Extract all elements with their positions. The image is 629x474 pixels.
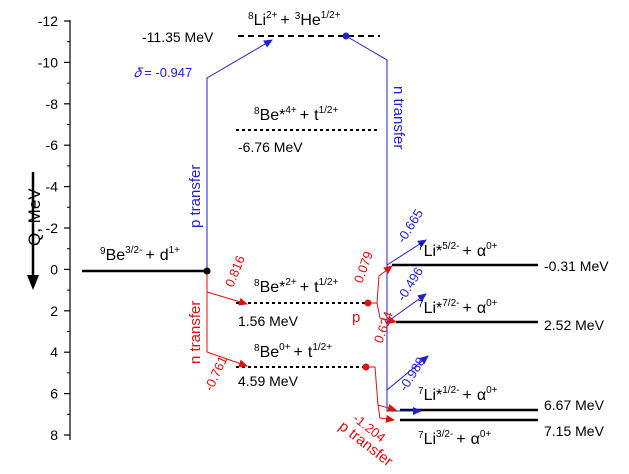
label-be8-ground: 8Be0+ + t1/2+ xyxy=(254,342,332,361)
node-be9-d xyxy=(203,267,211,275)
axis-label: Q, MeV xyxy=(25,188,44,246)
node-be8-ground xyxy=(362,363,370,371)
node-li8-he3 xyxy=(342,32,350,40)
axis-tick-label: 8 xyxy=(50,427,58,443)
axis-label-group: Q, MeV xyxy=(25,172,44,290)
axis-tick-label: -6 xyxy=(46,137,59,153)
label-be8-2plus: 8Be*2+ + t1/2+ xyxy=(254,277,338,296)
coef-0624: 0.624 xyxy=(371,309,396,345)
axis-tick-label: -2 xyxy=(46,220,59,236)
label-n-transfer-right: n transfer xyxy=(390,86,407,149)
label-be9-d: 9Be3/2- + d1+ xyxy=(100,245,180,264)
axis-tick-label: -10 xyxy=(38,54,58,70)
axis-tick-label: 2 xyxy=(50,303,58,319)
label-li7-12: 7Li*1/2- + α0+ xyxy=(418,385,498,404)
coef-m0761: -0.761 xyxy=(201,354,230,394)
label-p-transfer-up: p transfer xyxy=(187,165,204,228)
label-li7-72: 7Li*7/2- + α0+ xyxy=(418,298,498,317)
value-li7-12: 6.67 MeV xyxy=(544,397,605,413)
label-n-transfer-left: n transfer xyxy=(187,301,204,364)
blue-paths xyxy=(206,35,429,415)
axis-tick-label: 6 xyxy=(50,386,58,402)
axis-tick-label: -12 xyxy=(38,13,58,29)
q-axis: -12 -10 -8 -6 -4 -2 0 2 4 6 8 xyxy=(38,13,71,443)
value-li7-52: -0.31 MeV xyxy=(544,258,609,274)
label-li8-he3: 8Li2+ +3He1/2+ xyxy=(248,10,341,29)
red-paths xyxy=(206,265,397,423)
coef-0079: 0.079 xyxy=(351,249,376,285)
coef-delta: 𝛿 = -0.947 xyxy=(134,65,192,80)
value-be8-ground: 4.59 MeV xyxy=(238,373,299,389)
node-be8-2plus xyxy=(364,299,372,307)
axis-tick-label: 4 xyxy=(50,344,58,360)
coef-m0665: -0.665 xyxy=(394,206,426,245)
value-be8-4plus: -6.76 MeV xyxy=(238,139,303,155)
coef-0816: 0.816 xyxy=(222,253,248,289)
label-p-mid: p xyxy=(352,309,360,326)
label-li7-32: 7Li3/2- + α0+ xyxy=(418,429,491,448)
value-li7-72: 2.52 MeV xyxy=(544,317,605,333)
level-lines xyxy=(82,35,538,422)
axis-tick-label: 0 xyxy=(50,261,58,277)
axis-tick-label: -8 xyxy=(46,96,59,112)
label-li7-52: 7Li*5/2- + α0+ xyxy=(418,241,498,260)
value-be8-2plus: 1.56 MeV xyxy=(238,313,299,329)
axis-tick-label: -4 xyxy=(46,179,59,195)
label-be8-4plus: 8Be*4+ + t1/2+ xyxy=(254,105,338,124)
value-li8-he3: -11.35 MeV xyxy=(142,29,214,45)
value-li7-32: 7.15 MeV xyxy=(544,423,605,439)
